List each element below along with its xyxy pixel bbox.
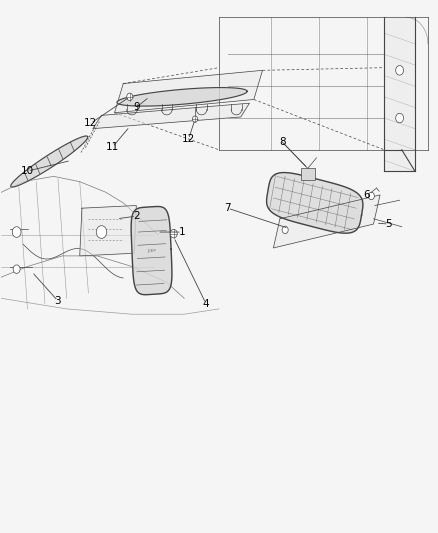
Circle shape xyxy=(96,225,107,238)
Circle shape xyxy=(13,265,20,273)
Circle shape xyxy=(368,192,374,200)
Text: 8: 8 xyxy=(279,137,286,147)
Polygon shape xyxy=(11,136,88,187)
Text: 12: 12 xyxy=(84,118,97,128)
Circle shape xyxy=(396,66,403,75)
Text: 4: 4 xyxy=(203,298,209,309)
Circle shape xyxy=(127,93,133,101)
Circle shape xyxy=(12,227,21,237)
Polygon shape xyxy=(115,70,262,113)
Text: 7: 7 xyxy=(224,203,231,213)
Text: JEEP: JEEP xyxy=(147,248,156,253)
Circle shape xyxy=(192,116,198,122)
Text: 11: 11 xyxy=(106,142,119,152)
Circle shape xyxy=(282,226,288,233)
Circle shape xyxy=(396,114,403,123)
Bar xyxy=(301,168,315,180)
Circle shape xyxy=(170,229,177,238)
Text: 1: 1 xyxy=(179,227,185,237)
Polygon shape xyxy=(80,206,136,256)
Text: 9: 9 xyxy=(133,102,140,112)
Text: 6: 6 xyxy=(364,190,370,200)
Polygon shape xyxy=(131,206,172,295)
Text: 5: 5 xyxy=(385,219,392,229)
Text: 10: 10 xyxy=(21,166,34,176)
Polygon shape xyxy=(385,17,415,171)
Text: 2: 2 xyxy=(133,211,140,221)
Text: 3: 3 xyxy=(55,296,61,306)
Polygon shape xyxy=(117,87,247,106)
Text: 12: 12 xyxy=(182,134,195,144)
Polygon shape xyxy=(273,195,380,248)
Polygon shape xyxy=(93,103,250,128)
Polygon shape xyxy=(267,173,363,233)
